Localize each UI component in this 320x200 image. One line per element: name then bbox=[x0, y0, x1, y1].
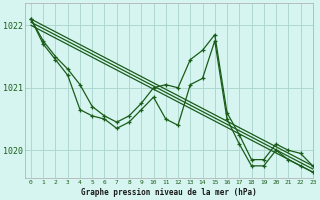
X-axis label: Graphe pression niveau de la mer (hPa): Graphe pression niveau de la mer (hPa) bbox=[81, 188, 257, 197]
